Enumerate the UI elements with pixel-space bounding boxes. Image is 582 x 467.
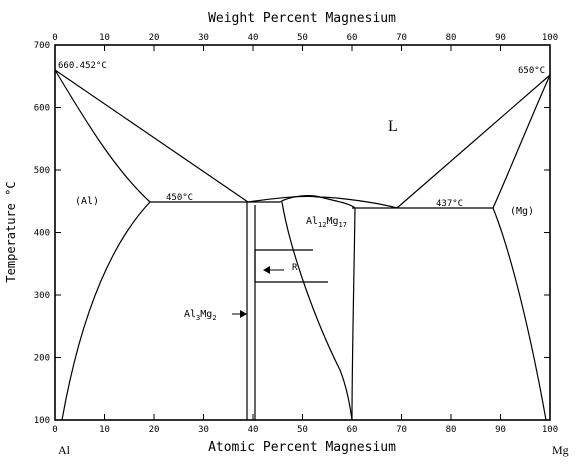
svg-text:60: 60: [347, 33, 358, 43]
svg-text:40: 40: [248, 33, 259, 43]
svg-text:700: 700: [34, 41, 50, 51]
svg-text:80: 80: [446, 33, 457, 43]
svg-text:30: 30: [198, 425, 209, 435]
svg-text:50: 50: [297, 425, 308, 435]
al-melting-point-label: 660.452°C: [58, 61, 107, 71]
phase-boundaries: [54, 69, 551, 421]
svg-text:20: 20: [149, 425, 160, 435]
top-tick-labels: 0 10 20 30 40 50 60 70 80 90 100: [52, 33, 558, 43]
al3mg2-arrow: [232, 310, 247, 318]
r-arrow: [263, 266, 284, 274]
svg-text:100: 100: [34, 416, 50, 426]
al12mg17-dome: [279, 195, 356, 209]
mg-melting-point-label: 650°C: [518, 66, 545, 76]
mg-liquidus: [396, 74, 551, 209]
svg-text:100: 100: [542, 425, 558, 435]
r-phase-label: R: [292, 263, 298, 273]
al12mg17-label: Al12Mg17: [306, 216, 347, 229]
svg-text:50: 50: [297, 33, 308, 43]
svg-text:10: 10: [99, 33, 110, 43]
al-solidus: [54, 69, 151, 203]
svg-text:90: 90: [495, 33, 506, 43]
gamma-left-boundary: [281, 201, 353, 421]
top-axis-title: Weight Percent Magnesium: [208, 11, 396, 26]
svg-text:90: 90: [495, 425, 506, 435]
svg-text:600: 600: [34, 104, 50, 114]
svg-text:30: 30: [198, 33, 209, 43]
al-solid-region-label: (Al): [75, 196, 99, 207]
al-solvus: [61, 201, 151, 421]
al3mg2-label: Al3Mg2: [184, 309, 217, 322]
svg-text:40: 40: [248, 425, 259, 435]
eutectic-437-label: 437°C: [436, 199, 463, 209]
svg-text:10: 10: [99, 425, 110, 435]
svg-text:0: 0: [52, 33, 57, 43]
svg-text:20: 20: [149, 33, 160, 43]
svg-text:70: 70: [396, 33, 407, 43]
svg-text:100: 100: [542, 33, 558, 43]
mg-end-label: Mg: [552, 443, 569, 457]
plot-frame: [54, 44, 551, 421]
mg-solvus: [492, 207, 547, 421]
eutectic-450-label: 450°C: [166, 193, 193, 203]
left-axis-title: Temperature °C: [4, 181, 18, 282]
left-tick-labels: 100 200 300 400 500 600 700: [34, 41, 50, 426]
mg-solid-region-label: (Mg): [510, 206, 534, 217]
svg-text:500: 500: [34, 166, 50, 176]
al-liquidus: [54, 69, 249, 203]
gamma-right-boundary: [351, 207, 356, 421]
bottom-tick-labels: 0 10 20 30 40 50 60 70 80 90 100: [52, 425, 558, 435]
svg-text:70: 70: [396, 425, 407, 435]
mg-solidus: [492, 74, 551, 209]
axis-ticks: [54, 44, 551, 421]
svg-text:80: 80: [446, 425, 457, 435]
al-end-label: Al: [58, 443, 71, 457]
svg-text:300: 300: [34, 291, 50, 301]
svg-text:60: 60: [347, 425, 358, 435]
liquid-region-label: L: [388, 118, 398, 135]
svg-text:200: 200: [34, 354, 50, 364]
svg-text:400: 400: [34, 229, 50, 239]
svg-text:0: 0: [52, 425, 57, 435]
bottom-axis-title: Atomic Percent Magnesium: [208, 440, 396, 455]
